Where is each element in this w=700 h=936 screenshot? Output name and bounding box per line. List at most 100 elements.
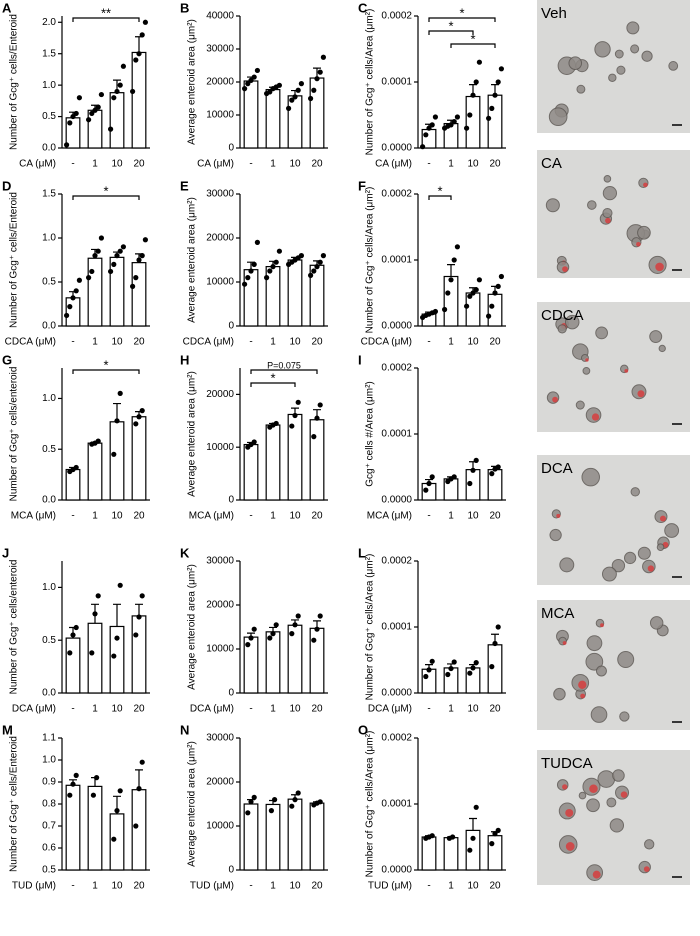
y-tick-label: 0.8 <box>42 799 56 810</box>
significance-bracket <box>428 17 496 22</box>
data-point <box>317 613 323 619</box>
data-point <box>248 635 254 641</box>
bar <box>421 668 437 694</box>
organoid <box>595 326 608 340</box>
micrograph: Veh <box>537 0 690 133</box>
data-point <box>495 79 501 85</box>
data-point <box>242 281 248 287</box>
x-axis-label: CDCA (μM) <box>183 337 234 348</box>
organoid <box>548 107 568 127</box>
y-tick-label: 1.0 <box>42 755 56 766</box>
micrograph-label: DCA <box>541 460 573 477</box>
data-point <box>426 480 432 487</box>
significance-bracket <box>428 195 452 200</box>
significance-bracket <box>72 195 140 200</box>
data-point <box>276 248 282 254</box>
x-axis-label: CDCA (μM) <box>361 337 412 348</box>
significance-label: * <box>103 357 108 372</box>
data-point <box>248 799 254 805</box>
gcg-signal <box>589 784 598 793</box>
data-point <box>90 792 96 798</box>
x-tick-label: 20 <box>133 881 145 892</box>
gcg-signal <box>624 369 629 373</box>
organoid <box>637 225 651 240</box>
data-point <box>426 667 432 673</box>
gcg-signal <box>605 217 611 224</box>
y-tick-label: 0.0000 <box>381 688 412 699</box>
data-point <box>111 261 117 267</box>
data-point <box>451 474 457 480</box>
panel-letter: L <box>358 545 366 560</box>
data-point <box>139 253 145 259</box>
panel-letter: I <box>358 352 362 367</box>
data-point <box>473 287 479 293</box>
organoid <box>602 186 618 201</box>
data-point <box>130 283 136 289</box>
x-tick-label: 20 <box>311 511 323 522</box>
y-tick-label: 0 <box>228 321 234 332</box>
bar <box>65 297 81 327</box>
data-point <box>89 650 95 656</box>
data-point <box>467 670 473 676</box>
data-point <box>429 833 435 839</box>
data-point <box>308 272 314 278</box>
data-point <box>114 88 120 95</box>
data-point <box>473 660 479 666</box>
panel-letter: A <box>2 0 12 15</box>
data-point <box>136 257 142 263</box>
data-point <box>251 794 257 801</box>
significance-bracket <box>72 369 140 374</box>
y-axis-label: Number of Gcg⁺ cells/Enteroid <box>9 14 20 150</box>
bar <box>443 837 459 871</box>
data-point <box>95 438 101 444</box>
data-point <box>114 253 120 259</box>
data-point <box>64 312 70 319</box>
data-point <box>111 95 117 101</box>
data-point <box>251 74 257 80</box>
x-tick-label: 1 <box>92 511 98 522</box>
data-point <box>95 104 101 110</box>
data-point <box>117 582 123 588</box>
x-tick-label: - <box>71 704 74 715</box>
bar <box>243 80 259 149</box>
x-tick-label: - <box>71 881 74 892</box>
data-point <box>450 834 456 840</box>
significance-label: * <box>470 31 475 46</box>
data-point <box>267 268 273 274</box>
gcg-signal <box>637 390 645 398</box>
data-point <box>289 97 295 103</box>
data-point <box>108 268 114 275</box>
data-point <box>420 144 426 150</box>
y-tick-label: 0.0000 <box>381 495 412 506</box>
y-tick-label: 20000 <box>206 233 234 244</box>
organoid <box>649 616 664 630</box>
micrograph: TUDCA <box>537 750 690 885</box>
data-point <box>276 82 282 88</box>
x-tick-label: 10 <box>289 704 301 715</box>
data-point <box>295 399 301 405</box>
data-point <box>467 847 473 853</box>
data-point <box>289 631 295 637</box>
organoid <box>616 65 626 75</box>
gcg-signal <box>636 241 641 247</box>
data-point <box>470 665 476 671</box>
x-tick-label: 20 <box>133 337 145 348</box>
data-point <box>292 797 298 803</box>
x-tick-label: 10 <box>467 337 479 348</box>
data-point <box>492 831 498 837</box>
x-tick-label: 10 <box>289 337 301 348</box>
x-axis-label: DCA (μM) <box>368 704 412 715</box>
data-point <box>242 86 248 92</box>
y-tick-label: 0.0 <box>42 321 56 332</box>
data-point <box>139 759 145 765</box>
bar <box>131 615 147 694</box>
data-point <box>317 259 323 265</box>
x-axis-label: CA (μM) <box>197 159 234 170</box>
data-point <box>314 415 320 421</box>
y-tick-label: 0.0002 <box>381 189 412 200</box>
bar <box>265 88 281 149</box>
organoid <box>619 711 630 722</box>
bar <box>109 421 125 501</box>
data-point <box>489 303 495 309</box>
data-point <box>495 624 501 630</box>
